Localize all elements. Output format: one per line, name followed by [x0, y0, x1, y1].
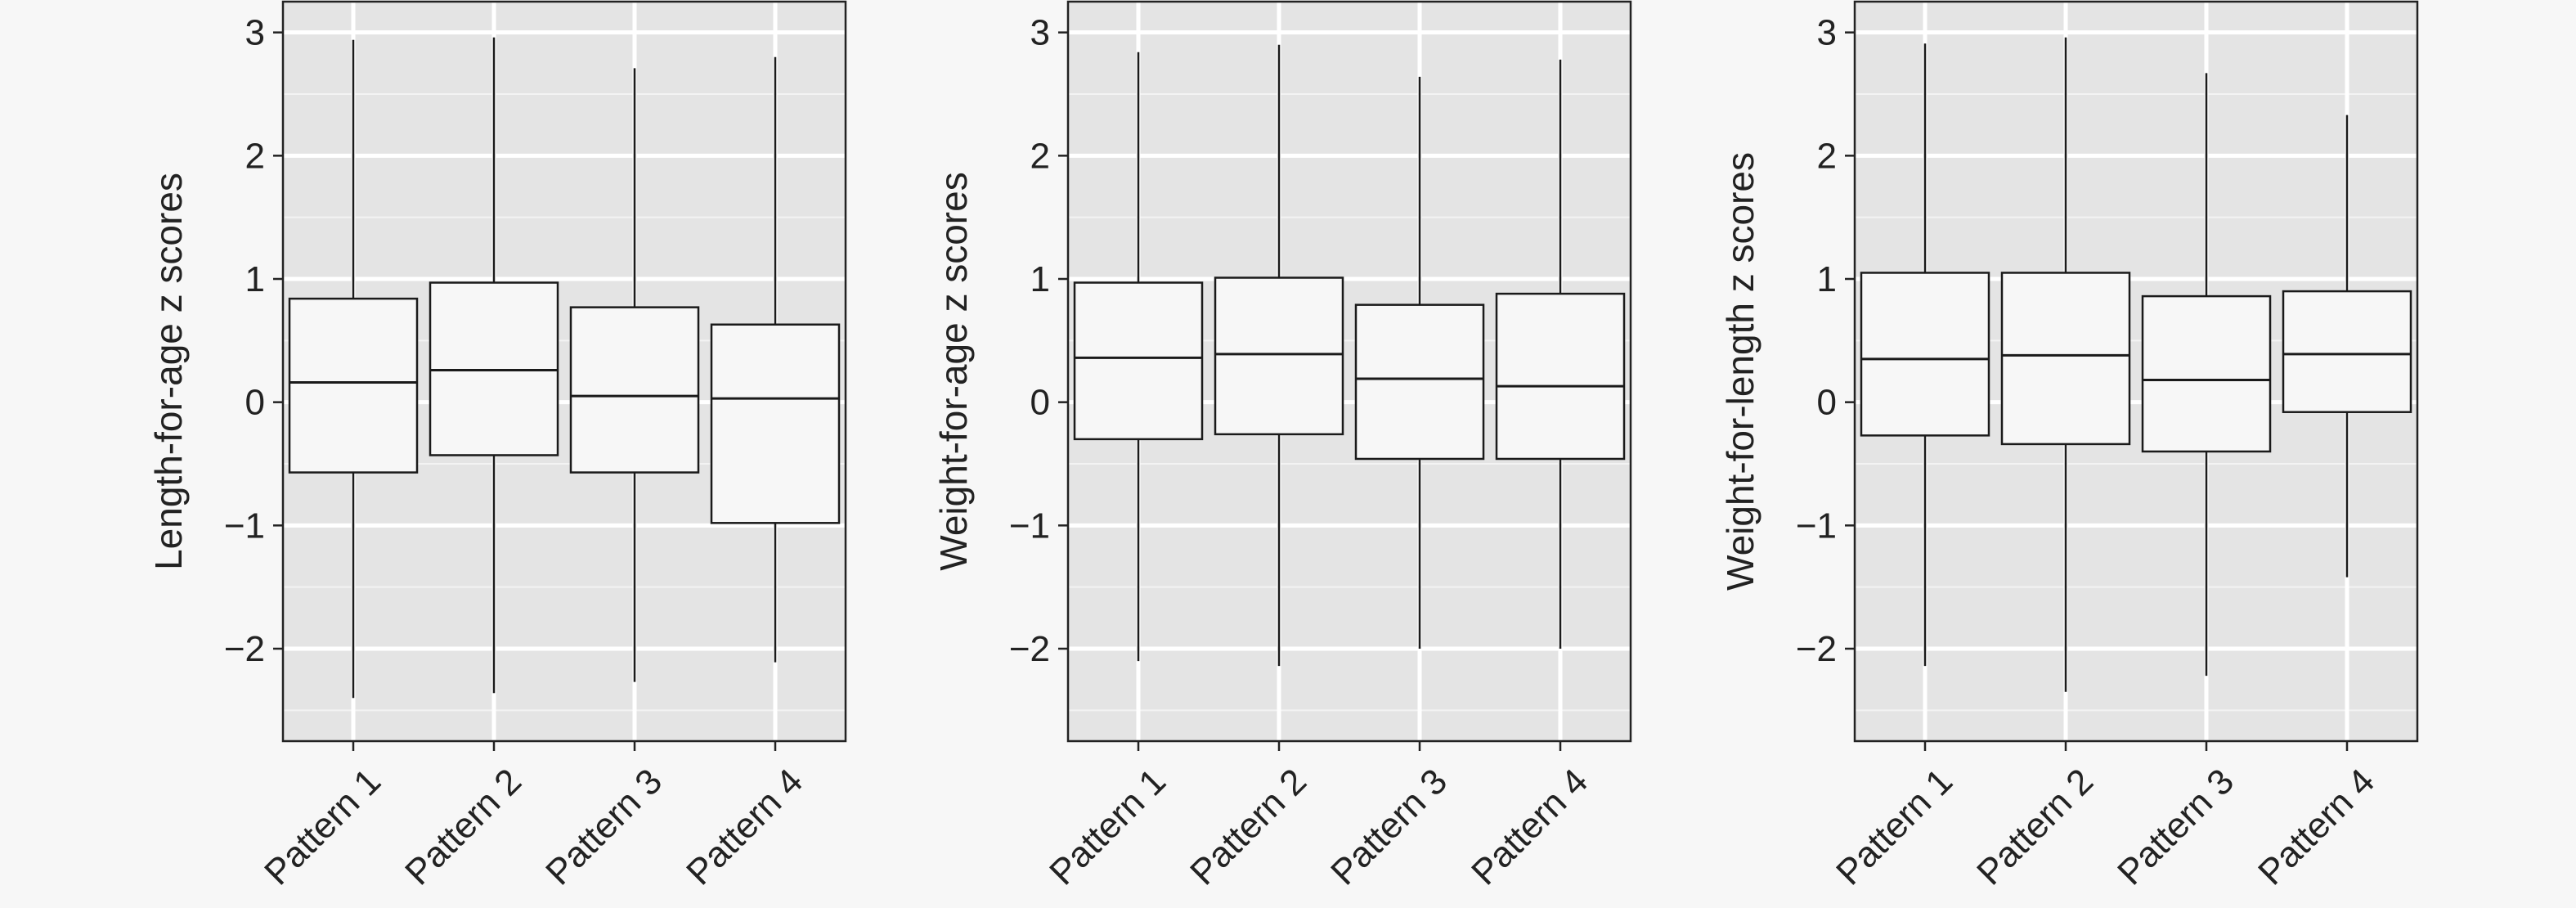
box-4	[710, 56, 841, 663]
category-label: Pattern 4	[679, 761, 810, 892]
y-tick-label: 2	[1030, 136, 1050, 176]
category-label: Pattern 2	[1969, 761, 2101, 892]
box-3	[2141, 73, 2272, 677]
iqr-box	[1354, 303, 1485, 461]
category-label: Pattern 3	[1323, 761, 1455, 892]
y-tick-label: −2	[1796, 629, 1837, 669]
box-3	[1354, 76, 1485, 649]
y-tick-label: −1	[1796, 506, 1837, 546]
y-axis-title: Weight-for-age z scores	[932, 172, 975, 570]
y-tick-label: 1	[245, 259, 265, 299]
box-1	[1860, 43, 1990, 667]
chart-panel-3: −2 −1 0 1 2 3 Pattern 1 Pattern 2 Pattern 3 Patte…	[1719, 0, 2419, 892]
y-tick-label: −2	[1009, 629, 1050, 669]
iqr-box	[2141, 294, 2272, 453]
box-1	[1073, 52, 1204, 662]
y-axis-title: Weight-for-length z scores	[1719, 152, 1761, 591]
iqr-box	[569, 306, 700, 474]
box-2	[1214, 44, 1344, 667]
panel-border	[1066, 0, 1632, 743]
y-tick-label: 3	[1030, 13, 1050, 53]
box-2	[429, 37, 559, 694]
box-3	[569, 68, 700, 682]
category-label: Pattern 2	[397, 761, 529, 892]
chart-panel-2: −2 −1 0 1 2 3 Pattern 1 Pattern 2 Pattern 3 Patte…	[932, 0, 1632, 892]
y-tick-label: 2	[245, 136, 265, 176]
y-tick-label: −1	[1009, 506, 1050, 546]
panel-border	[1853, 0, 2419, 743]
iqr-box	[1214, 276, 1344, 436]
y-tick-label: 3	[245, 13, 265, 53]
iqr-box	[1495, 292, 1626, 461]
iqr-box	[710, 323, 841, 524]
iqr-box	[288, 297, 419, 474]
category-label: Pattern 1	[1829, 761, 1960, 892]
category-label: Pattern 3	[538, 761, 670, 892]
iqr-box	[2282, 290, 2412, 413]
box-2	[2000, 37, 2131, 692]
y-tick-label: −2	[224, 629, 265, 669]
category-label: Pattern 2	[1183, 761, 1314, 892]
category-label: Pattern 4	[1464, 761, 1595, 892]
box-1	[288, 39, 419, 699]
chart-panel-1: −2 −1 0 1 2 3 Pattern 1 Pattern 2 Pattern 3 Patte…	[147, 0, 847, 892]
y-tick-label: 0	[245, 383, 265, 423]
category-label: Pattern 1	[1042, 761, 1174, 892]
iqr-box	[2000, 272, 2131, 446]
category-label: Pattern 1	[257, 761, 388, 892]
iqr-box	[429, 281, 559, 456]
category-label: Pattern 3	[2110, 761, 2242, 892]
y-tick-label: 0	[1030, 383, 1050, 423]
y-tick-label: 1	[1817, 259, 1837, 299]
y-tick-label: 3	[1817, 13, 1837, 53]
iqr-box	[1073, 281, 1204, 441]
y-tick-label: 2	[1817, 136, 1837, 176]
box-4	[1495, 59, 1626, 649]
y-tick-label: 0	[1817, 383, 1837, 423]
box-4	[2282, 115, 2412, 578]
panel-border	[281, 0, 847, 743]
category-label: Pattern 4	[2251, 761, 2382, 892]
y-tick-label: 1	[1030, 259, 1050, 299]
y-tick-label: −1	[224, 506, 265, 546]
iqr-box	[1860, 272, 1990, 437]
y-axis-title: Length-for-age z scores	[147, 173, 190, 570]
